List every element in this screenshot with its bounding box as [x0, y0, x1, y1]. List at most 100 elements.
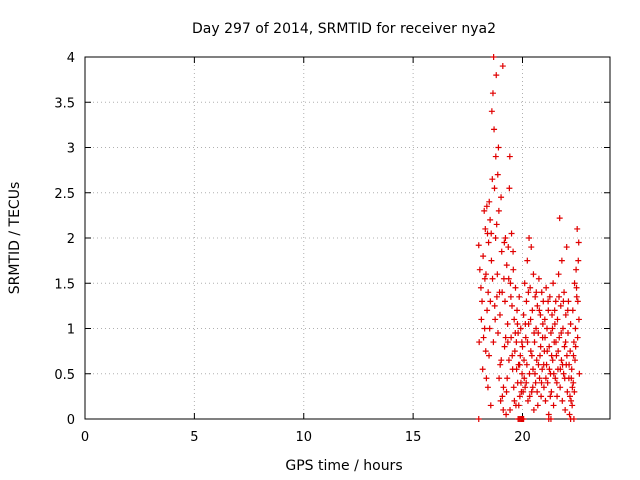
data-point — [497, 397, 504, 404]
data-point — [539, 320, 546, 327]
data-point — [565, 330, 571, 337]
data-point — [548, 388, 555, 395]
data-point — [503, 411, 510, 418]
data-point — [499, 63, 506, 70]
data-point — [572, 325, 579, 332]
data-point — [563, 244, 570, 251]
y-tick-label: 1.5 — [54, 277, 75, 292]
data-point — [484, 307, 491, 314]
data-point — [544, 325, 550, 332]
data-point — [486, 325, 493, 332]
data-point — [523, 361, 530, 368]
data-point — [534, 388, 541, 395]
data-point — [563, 352, 570, 359]
data-point — [525, 289, 532, 296]
data-point — [553, 379, 560, 386]
data-point — [526, 235, 533, 241]
data-point — [480, 334, 487, 341]
data-point — [575, 316, 582, 323]
data-point — [496, 375, 503, 382]
data-point — [512, 284, 519, 291]
data-point — [549, 325, 556, 332]
data-point — [506, 185, 513, 192]
data-point — [524, 397, 531, 404]
data-point — [503, 262, 510, 269]
data-point — [491, 302, 498, 309]
data-point — [503, 388, 510, 395]
data-point — [575, 239, 582, 246]
data-point — [516, 293, 523, 300]
data-point — [531, 370, 538, 377]
data-point — [528, 352, 535, 359]
data-point — [559, 325, 566, 332]
data-point — [575, 257, 582, 264]
data-point — [542, 334, 549, 341]
data-point — [513, 366, 520, 373]
data-point — [505, 357, 512, 364]
data-point — [493, 293, 500, 300]
data-point — [557, 366, 564, 373]
data-point — [489, 275, 496, 282]
data-point — [524, 257, 531, 264]
data-point — [498, 248, 505, 255]
data-point — [520, 388, 527, 395]
data-point — [561, 343, 568, 350]
data-point — [552, 298, 559, 305]
data-point — [497, 361, 504, 368]
data-point — [546, 343, 553, 350]
data-point — [520, 311, 527, 318]
data-point — [537, 343, 544, 350]
y-tick-label: 1 — [67, 323, 75, 338]
data-point — [522, 334, 529, 341]
y-axis-label: SRMTID / TECUs — [7, 182, 23, 295]
x-tick-labels: 0 5 10 15 20 — [81, 430, 531, 445]
data-point — [550, 280, 557, 287]
data-point — [526, 370, 533, 377]
data-point — [480, 253, 487, 260]
data-point — [569, 384, 576, 391]
data-point — [543, 284, 550, 291]
data-point — [489, 90, 496, 97]
data-point — [541, 316, 548, 323]
data-point — [558, 357, 565, 364]
data-point — [548, 352, 555, 359]
data-point — [564, 307, 571, 314]
data-point — [492, 235, 499, 241]
data-point — [559, 397, 566, 404]
data-point — [566, 411, 573, 418]
data-point — [527, 348, 534, 355]
data-point — [504, 320, 511, 327]
data-point — [537, 311, 544, 318]
data-point — [519, 343, 526, 350]
data-point — [507, 280, 514, 287]
y-tick-label: 0 — [67, 413, 75, 428]
data-point — [547, 416, 554, 422]
data-point — [507, 406, 514, 413]
data-point — [490, 339, 497, 346]
data-point — [566, 361, 573, 368]
data-point — [482, 271, 489, 278]
data-point — [531, 339, 538, 346]
data-point — [571, 280, 578, 287]
data-point — [561, 375, 568, 382]
data-point — [535, 361, 542, 368]
data-point — [564, 388, 571, 395]
data-point — [547, 330, 554, 337]
data-point — [568, 397, 575, 404]
data-point — [559, 361, 566, 368]
data-point — [536, 307, 543, 314]
data-point — [573, 266, 580, 273]
data-point — [517, 379, 524, 386]
data-point — [538, 379, 545, 386]
data-point — [552, 375, 559, 382]
data-point — [489, 176, 496, 183]
data-point — [539, 366, 546, 373]
data-point — [509, 302, 515, 309]
data-point — [487, 216, 494, 223]
data-point — [572, 343, 579, 350]
data-point — [537, 352, 543, 359]
data-point — [542, 375, 549, 382]
data-point — [510, 248, 517, 255]
data-point — [533, 357, 540, 364]
data-point — [576, 370, 583, 377]
